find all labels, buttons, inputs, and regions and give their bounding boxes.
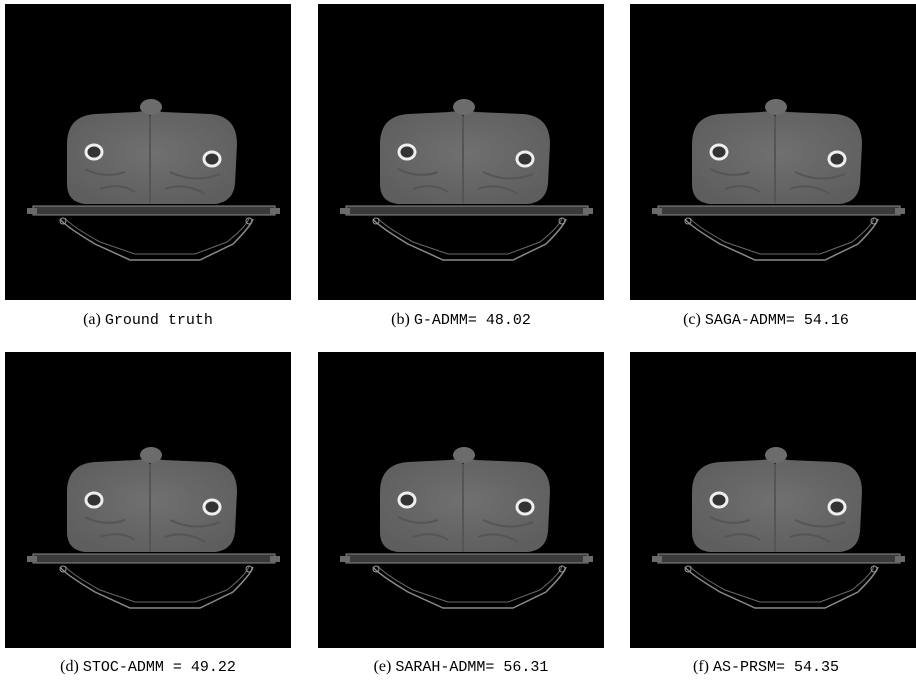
caption: (c) SAGA-ADMM= 54.16 [616, 311, 916, 329]
caption-label: (e) [374, 658, 392, 675]
caption-text: AS-PRSM= 54.35 [713, 659, 839, 676]
caption-text: SAGA-ADMM= 54.16 [705, 312, 849, 329]
caption: (b) G-ADMM= 48.02 [311, 311, 611, 329]
caption-text: STOC-ADMM = 49.22 [83, 659, 236, 676]
caption-label: (f) [693, 658, 709, 675]
figure: (a) Ground truth (b) G-ADMM= 48.02 (c) S… [0, 0, 916, 684]
caption-label: (d) [60, 658, 79, 675]
caption: (d) STOC-ADMM = 49.22 [0, 658, 298, 676]
ct-image [318, 4, 604, 300]
ct-image [5, 352, 291, 648]
ct-image [5, 4, 291, 300]
caption-label: (a) [83, 311, 101, 328]
caption-label: (b) [391, 311, 410, 328]
caption-text: SARAH-ADMM= 56.31 [395, 659, 548, 676]
caption-label: (c) [683, 311, 701, 328]
caption: (e) SARAH-ADMM= 56.31 [311, 658, 611, 676]
ct-image [318, 352, 604, 648]
caption: (a) Ground truth [0, 311, 298, 329]
ct-image [630, 352, 916, 648]
caption-text: Ground truth [105, 312, 213, 329]
ct-image [630, 4, 916, 300]
caption: (f) AS-PRSM= 54.35 [616, 658, 916, 676]
caption-text: G-ADMM= 48.02 [414, 312, 531, 329]
